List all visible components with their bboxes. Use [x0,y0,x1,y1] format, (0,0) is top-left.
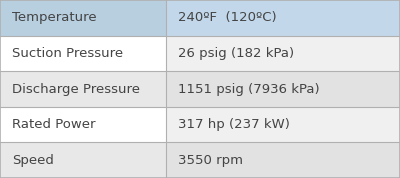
Bar [166,107,400,142]
Bar [0,142,166,178]
Text: Suction Pressure: Suction Pressure [12,47,123,60]
Bar [166,36,400,71]
Bar [166,142,400,178]
Text: 26 psig (182 kPa): 26 psig (182 kPa) [178,47,294,60]
Bar [0,36,166,71]
Bar [0,107,166,142]
Text: 3550 rpm: 3550 rpm [178,154,243,167]
Bar [0,0,166,36]
Text: Temperature: Temperature [12,11,97,24]
Text: Discharge Pressure: Discharge Pressure [12,82,140,96]
Text: 317 hp (237 kW): 317 hp (237 kW) [178,118,290,131]
Bar [166,0,400,36]
Text: 240ºF  (120ºC): 240ºF (120ºC) [178,11,277,24]
Text: Speed: Speed [12,154,54,167]
Bar [166,71,400,107]
Bar [0,71,166,107]
Text: Rated Power: Rated Power [12,118,96,131]
Text: 1151 psig (7936 kPa): 1151 psig (7936 kPa) [178,82,320,96]
